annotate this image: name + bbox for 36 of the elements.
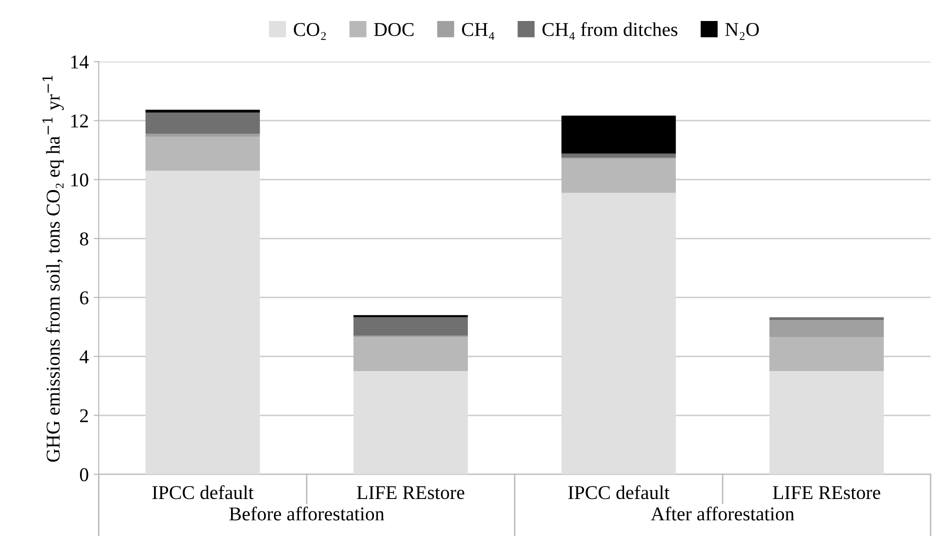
text: Before afforestation xyxy=(229,506,384,520)
x-tick-label: IPCC default xyxy=(152,485,254,500)
y-tick-label: 14 xyxy=(71,56,89,68)
y-tick-label: 12 xyxy=(71,114,88,128)
bar xyxy=(145,134,260,137)
x-tick-label: IPCC default xyxy=(568,485,670,500)
bar xyxy=(353,317,468,336)
y-tick-label: 4 xyxy=(80,350,89,364)
y-tick-label: 8 xyxy=(80,232,88,246)
bar xyxy=(561,116,676,154)
bar xyxy=(145,136,260,171)
legend-label: CO₂ xyxy=(294,22,326,40)
legend-label: DOC xyxy=(374,22,414,36)
legend-label: CH₄ xyxy=(462,22,494,40)
bar xyxy=(145,112,260,134)
x-tick-label: LIFE REstore xyxy=(356,486,464,500)
bar xyxy=(353,371,468,474)
y-tick-label: 2 xyxy=(80,409,88,422)
bar xyxy=(769,337,884,372)
y-tick-label: 0 xyxy=(80,468,88,482)
bar xyxy=(145,110,260,113)
bar xyxy=(145,170,260,474)
bar xyxy=(769,371,884,474)
bar xyxy=(561,192,676,474)
bar xyxy=(769,320,884,338)
legend-label: N₂O xyxy=(725,22,759,40)
bar xyxy=(561,158,676,193)
bar xyxy=(561,154,676,158)
y-tick-label: 6 xyxy=(80,291,88,304)
bar xyxy=(353,337,468,372)
x-tick-label: LIFE REstore xyxy=(772,486,880,500)
legend-label: CH₄ from ditches xyxy=(542,22,678,40)
y-tick-label: 10 xyxy=(71,173,88,186)
y-axis-title: GHG emissions from soil, tons CO₂ eq ha$^{−1}$ yr$^{−1}$ xyxy=(42,76,64,462)
text: After afforestation xyxy=(650,506,794,520)
bar xyxy=(769,317,884,320)
